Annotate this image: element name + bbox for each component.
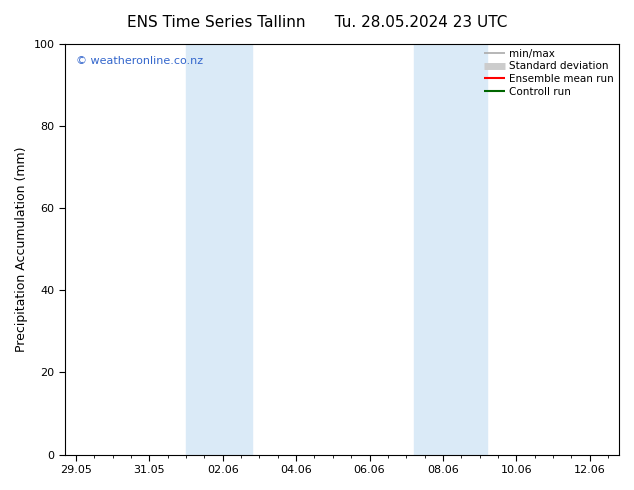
Legend: min/max, Standard deviation, Ensemble mean run, Controll run: min/max, Standard deviation, Ensemble me… — [482, 47, 616, 98]
Text: ENS Time Series Tallinn      Tu. 28.05.2024 23 UTC: ENS Time Series Tallinn Tu. 28.05.2024 2… — [127, 15, 507, 30]
Text: © weatheronline.co.nz: © weatheronline.co.nz — [76, 56, 203, 66]
Bar — [413, 44, 487, 455]
Bar — [186, 44, 252, 455]
Y-axis label: Precipitation Accumulation (mm): Precipitation Accumulation (mm) — [15, 147, 28, 352]
